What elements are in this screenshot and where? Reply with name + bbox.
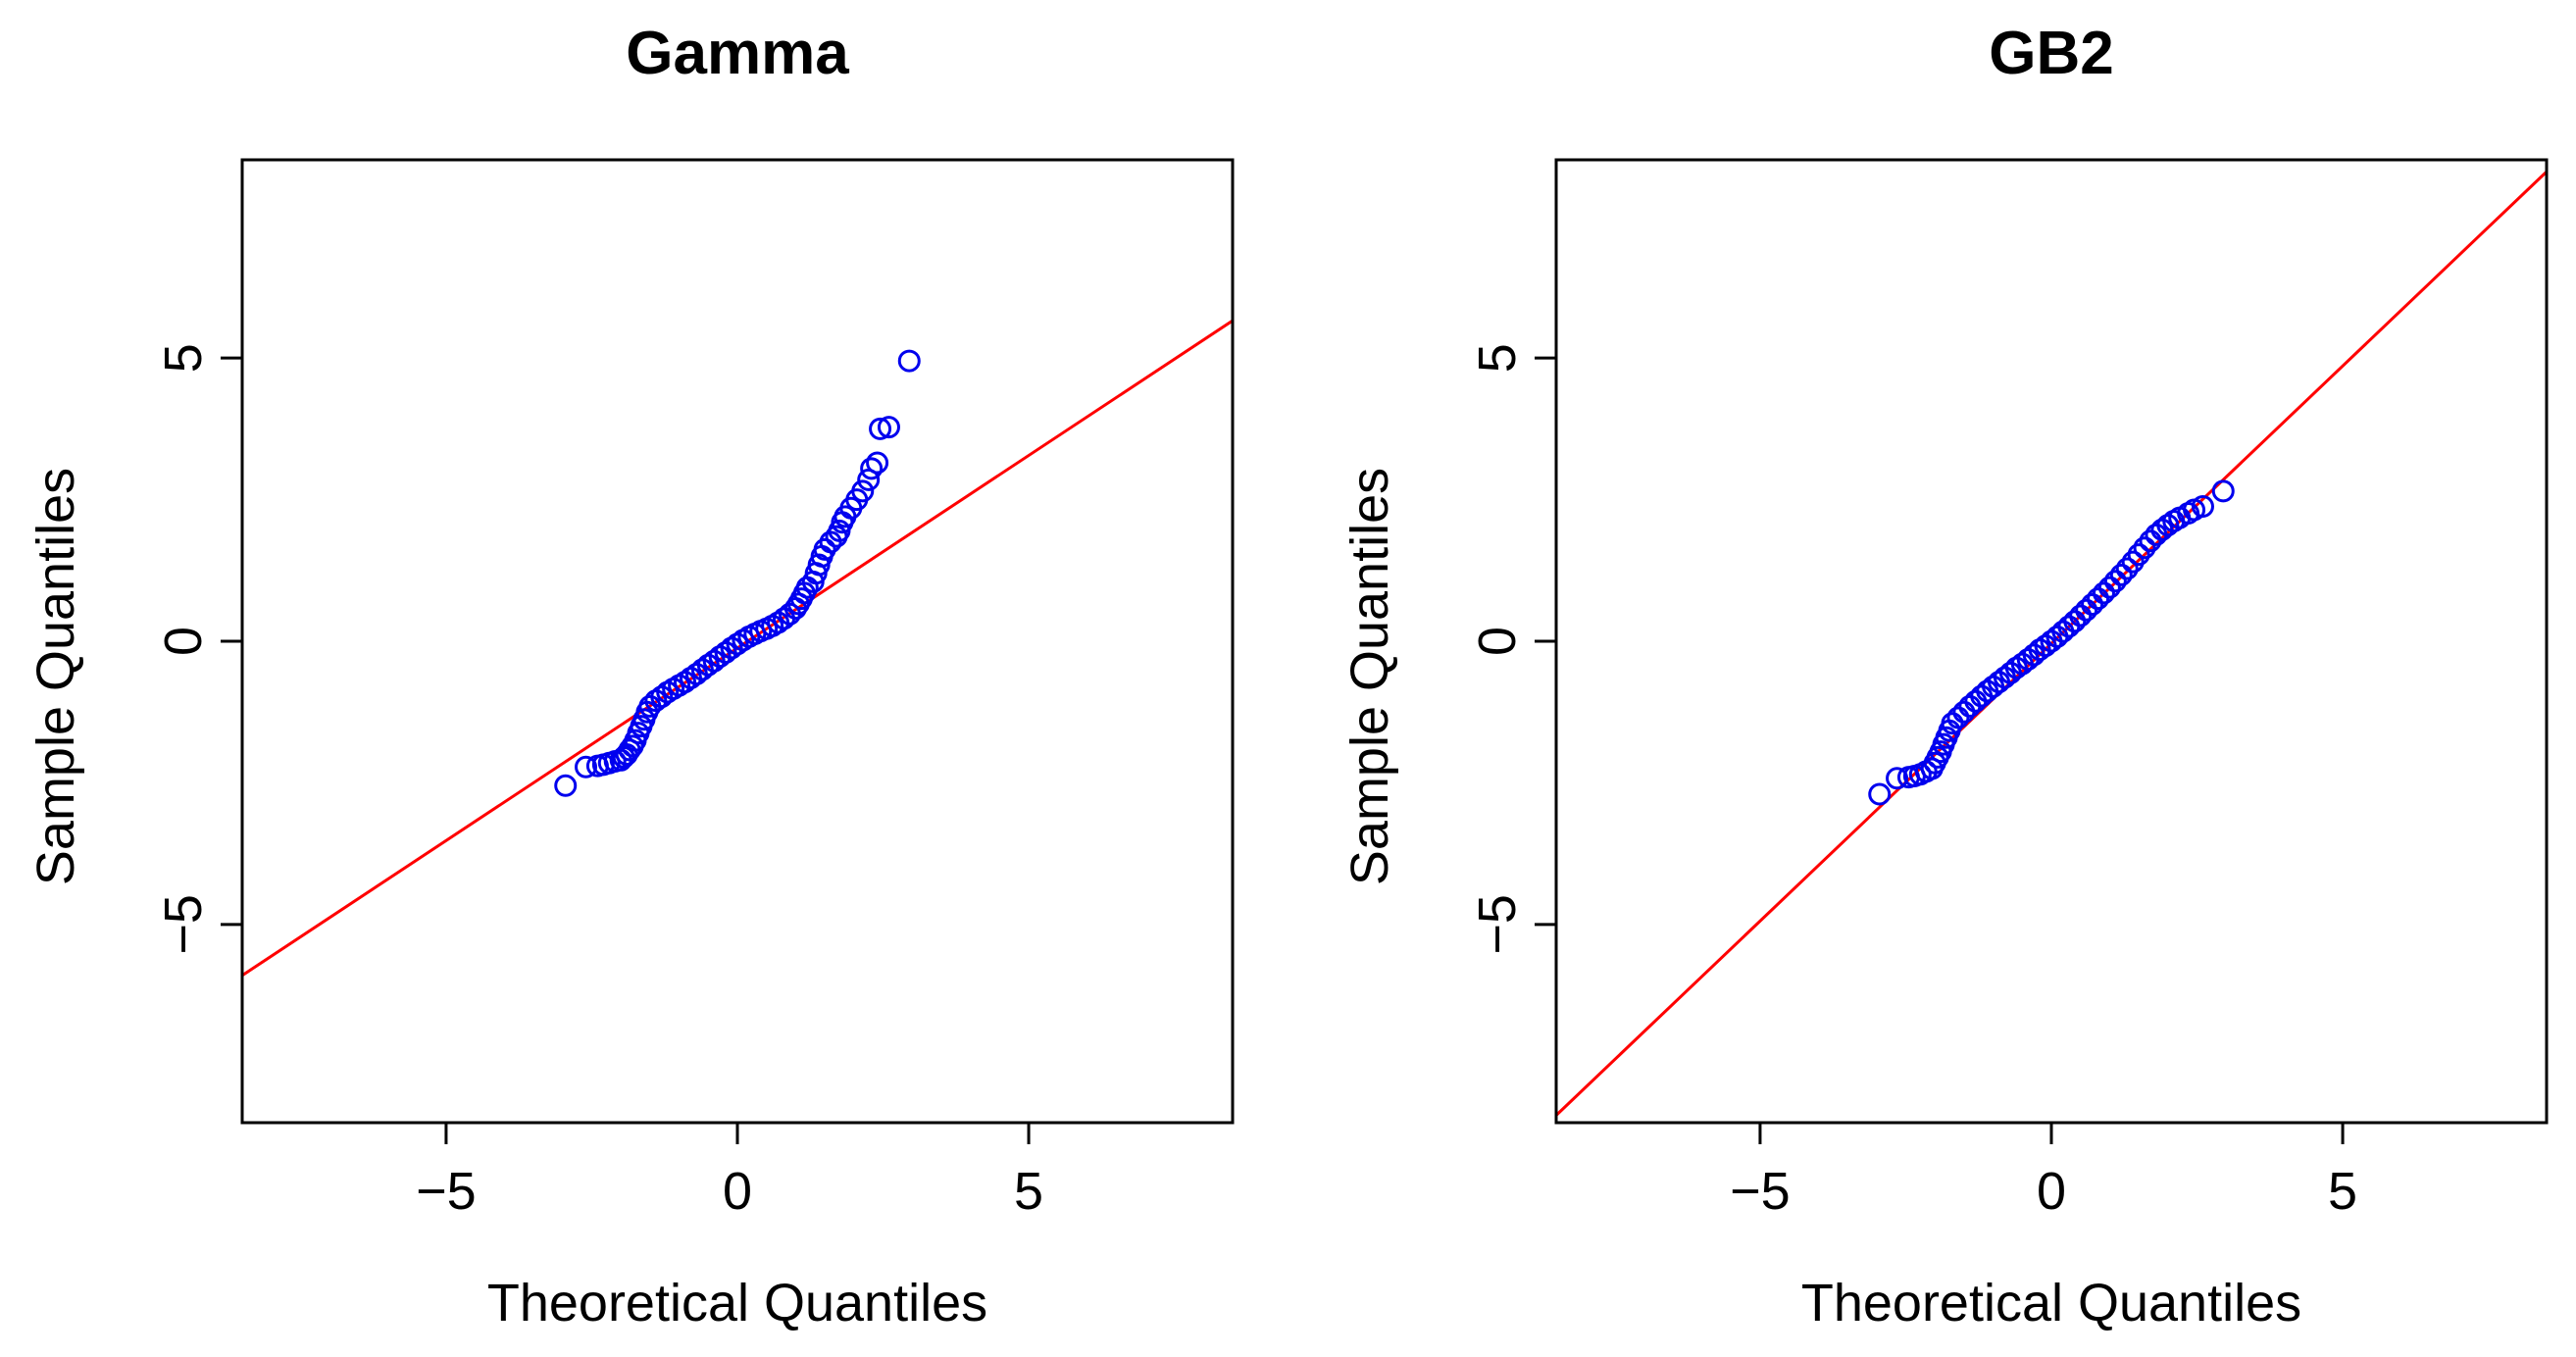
data-point (674, 671, 697, 694)
data-point (575, 755, 598, 779)
data-point (851, 479, 875, 503)
data-point (554, 774, 578, 797)
data-point (2063, 610, 2087, 633)
data-point (1941, 712, 1964, 735)
data-point (2127, 543, 2150, 567)
data-point (2103, 570, 2127, 593)
y-axis-label: Sample Quantiles (26, 468, 85, 885)
gb2-qq-panel: GB2 Theoretical Quantiles Sample Quantil… (1340, 20, 2549, 1332)
data-point (2092, 581, 2115, 605)
x-tick-label: −5 (416, 1162, 477, 1221)
x-tick-label: 0 (2037, 1162, 2066, 1221)
data-point (2081, 592, 2104, 616)
data-point (1946, 706, 1970, 729)
gamma-plot-area: −5 0 5 −5 0 5 (154, 158, 1235, 1221)
y-tick-label: −5 (1468, 894, 1527, 955)
x-tick-label: 5 (1014, 1162, 1043, 1221)
x-tick-label: 0 (723, 1162, 752, 1221)
panel-title: Gamma (626, 20, 849, 87)
x-axis-label: Theoretical Quantiles (1801, 1274, 2301, 1332)
y-tick-label: 5 (1468, 343, 1527, 373)
data-point (2156, 514, 2180, 537)
data-point (2069, 604, 2093, 628)
x-axis-label: Theoretical Quantiles (487, 1274, 987, 1332)
data-point (869, 417, 892, 440)
y-tick-label: 0 (154, 627, 213, 656)
data-point (2087, 587, 2110, 611)
data-point (726, 632, 749, 656)
data-point (877, 416, 900, 439)
data-point (857, 468, 881, 491)
data-point (866, 451, 889, 475)
data-point (2109, 563, 2133, 586)
y-tick-label: −5 (154, 894, 213, 955)
y-tick-label: 0 (1468, 627, 1527, 656)
y-axis-label: Sample Quantiles (1340, 468, 1399, 885)
panel-title: GB2 (1989, 20, 2113, 87)
data-point (650, 685, 674, 709)
data-point (860, 457, 884, 480)
y-tick-label: 5 (154, 343, 213, 373)
data-point (1886, 767, 1909, 790)
gb2-plot-area: −5 0 5 −5 0 5 (1468, 158, 2549, 1221)
gamma-qq-panel: Gamma Theoretical Quantiles Sample Quant… (26, 20, 1235, 1332)
data-point (2075, 598, 2098, 622)
data-point (897, 349, 921, 373)
data-point (2191, 495, 2214, 519)
data-point (2133, 536, 2156, 560)
data-point (720, 636, 743, 660)
x-tick-label: 5 (2328, 1162, 2357, 1221)
x-tick-label: −5 (1730, 1162, 1791, 1221)
data-point (2139, 529, 2162, 553)
data-point (2211, 479, 2235, 503)
data-point (2115, 557, 2139, 580)
data-point (2097, 576, 2121, 599)
data-point (1868, 782, 1892, 806)
